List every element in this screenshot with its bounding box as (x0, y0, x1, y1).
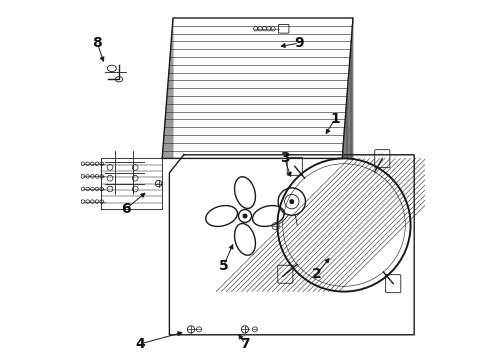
Circle shape (243, 214, 247, 218)
Text: 5: 5 (219, 260, 228, 273)
Text: 6: 6 (122, 202, 131, 216)
Circle shape (290, 200, 294, 203)
Text: 7: 7 (240, 337, 250, 351)
Text: 3: 3 (280, 152, 290, 165)
Text: 4: 4 (136, 337, 146, 351)
Text: 2: 2 (312, 267, 322, 280)
Text: 1: 1 (330, 112, 340, 126)
Text: 8: 8 (93, 36, 102, 50)
Text: 9: 9 (294, 36, 304, 50)
